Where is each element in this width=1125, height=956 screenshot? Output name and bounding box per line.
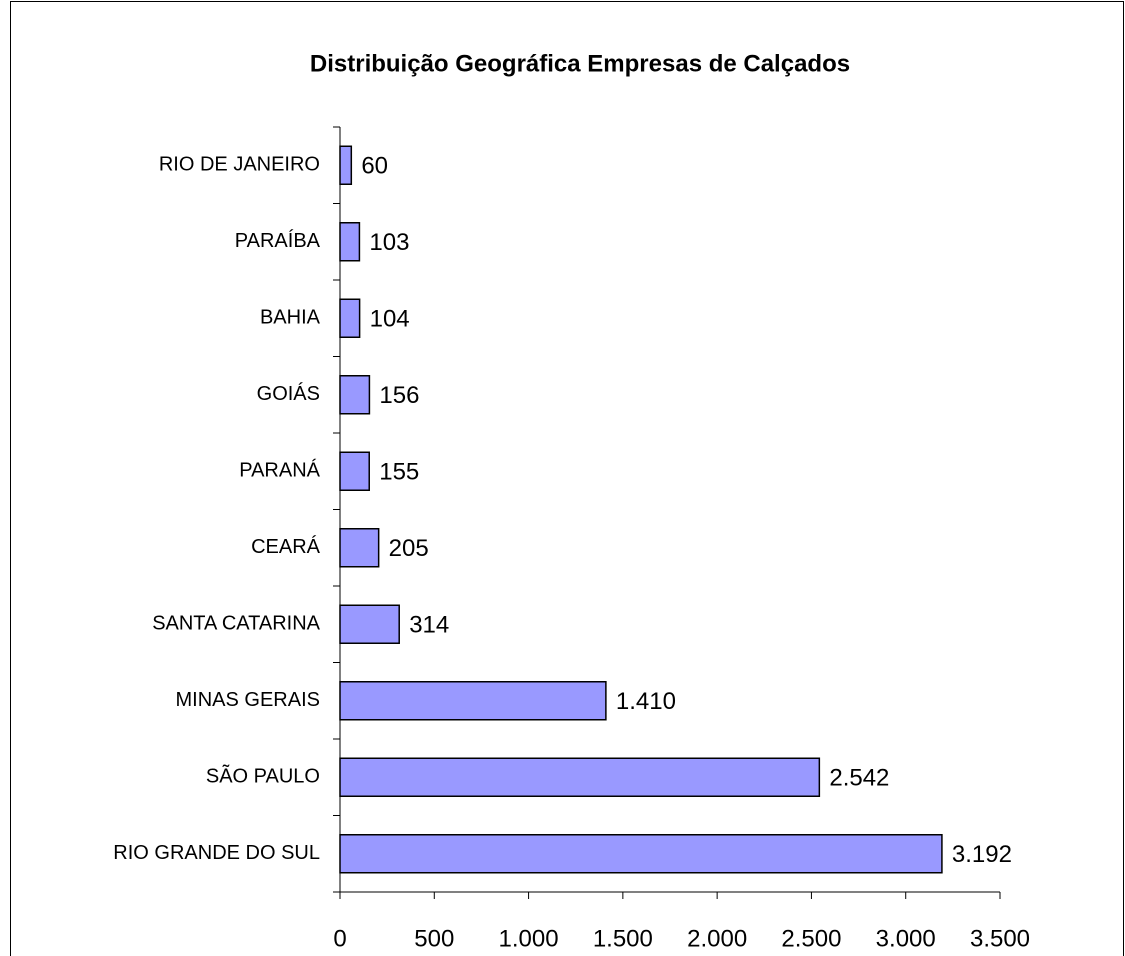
y-tick-label: PARANÁ [239, 459, 320, 482]
bar [339, 298, 361, 338]
value-label: 3.192 [952, 841, 1012, 868]
bar [339, 222, 361, 262]
value-label: 104 [370, 306, 410, 333]
x-tick-label: 500 [414, 925, 454, 952]
value-label: 314 [409, 612, 449, 639]
y-tick-label: MINAS GERAIS [176, 689, 320, 711]
y-tick-label: RIO GRANDE DO SUL [113, 842, 320, 864]
bar [339, 834, 943, 874]
bar [339, 604, 400, 644]
x-tick-label: 2.000 [687, 925, 747, 952]
bar [339, 451, 370, 491]
value-label: 103 [369, 229, 409, 256]
bar [339, 528, 380, 568]
y-tick-label: PARAÍBA [235, 229, 321, 252]
y-tick-label: SANTA CATARINA [152, 613, 320, 635]
y-tick-label: BAHIA [260, 307, 321, 329]
bar [339, 681, 607, 721]
bar [339, 757, 821, 797]
x-tick-label: 1.500 [593, 925, 653, 952]
x-tick-label: 2.500 [781, 925, 841, 952]
chart-title: Distribuição Geográfica Empresas de Calç… [310, 50, 850, 77]
bar [339, 375, 371, 415]
value-label: 1.410 [616, 688, 676, 715]
x-tick-label: 0 [333, 925, 346, 952]
chart-frame [10, 1, 1124, 956]
y-tick-label: CEARÁ [251, 535, 321, 558]
x-tick-label: 3.500 [970, 925, 1030, 952]
x-tick-label: 1.000 [499, 925, 559, 952]
x-tick-label: 3.000 [876, 925, 936, 952]
value-label: 155 [379, 459, 419, 486]
y-tick-label: RIO DE JANEIRO [159, 154, 320, 176]
value-label: 156 [379, 382, 419, 409]
y-tick-label: GOIÁS [257, 382, 320, 405]
value-label: 205 [389, 535, 429, 562]
y-tick-label: SÃO PAULO [206, 764, 320, 788]
value-label: 2.542 [829, 765, 889, 792]
value-label: 60 [361, 153, 388, 180]
bar [339, 145, 353, 185]
